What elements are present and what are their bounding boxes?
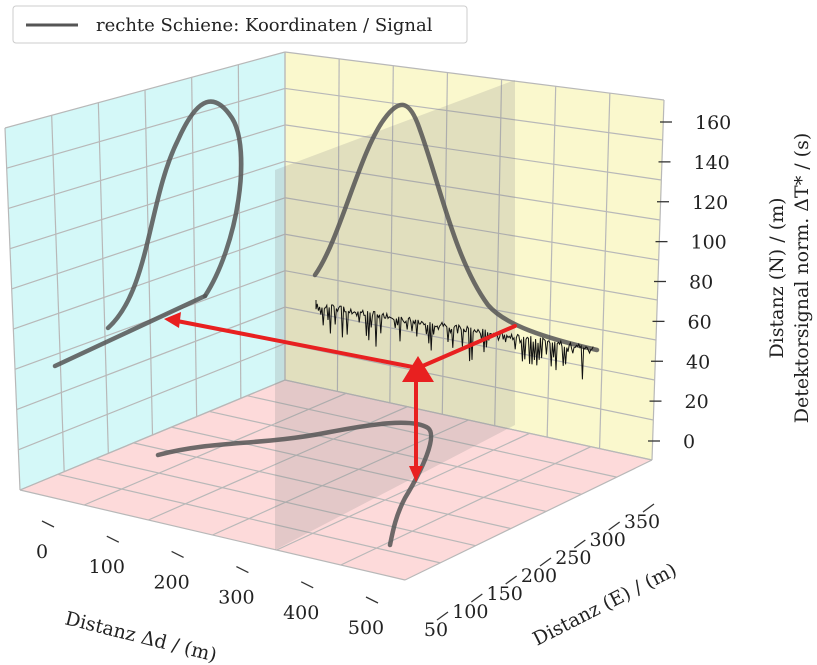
x-tick bbox=[300, 581, 314, 589]
z-axis-label-line2: Detektorsignal norm. ΔT* / (s) bbox=[791, 133, 813, 424]
back-grid-line bbox=[284, 379, 653, 461]
legend-label: rechte Schiene: Koordinaten / Signal bbox=[96, 15, 433, 36]
y-tick bbox=[505, 575, 518, 585]
arrow-to-back bbox=[416, 324, 517, 370]
back-grid-line bbox=[284, 124, 662, 181]
back-grid-line bbox=[284, 87, 663, 141]
back-grid-line bbox=[284, 51, 665, 101]
y-tick bbox=[470, 593, 483, 603]
z-tick-label: 120 bbox=[692, 192, 728, 214]
back-grid-line bbox=[546, 86, 557, 438]
back-grid-line bbox=[284, 160, 661, 221]
back-grid-line bbox=[651, 99, 665, 461]
back-curve bbox=[312, 102, 600, 353]
legend-box bbox=[12, 5, 468, 44]
floor-grid-line bbox=[171, 426, 547, 513]
left-grid-line bbox=[144, 89, 154, 436]
left-grid-line bbox=[97, 102, 109, 454]
left-grid-line bbox=[191, 77, 198, 417]
z-tick-label: 100 bbox=[691, 232, 727, 254]
back-grid-line bbox=[494, 79, 503, 426]
z-axis-label-line1: Distanz (N) / (m) bbox=[766, 197, 788, 358]
z-tick-label: 60 bbox=[688, 311, 712, 333]
y-tick-label: 200 bbox=[521, 565, 557, 587]
floor-grid-line bbox=[212, 419, 469, 536]
back-pane bbox=[285, 52, 664, 460]
left-curve-lower bbox=[52, 293, 208, 369]
left-grid-line bbox=[237, 64, 242, 399]
y-tick-label: 350 bbox=[624, 511, 660, 533]
floor-grid-line bbox=[340, 446, 592, 566]
x-tick bbox=[106, 535, 120, 543]
z-tick-label: 140 bbox=[694, 152, 730, 174]
x-tick bbox=[365, 596, 379, 604]
x-tick-label: 200 bbox=[153, 571, 189, 593]
floor-grid-line bbox=[209, 410, 582, 495]
floor-grid-line bbox=[83, 392, 347, 506]
left-grid-line bbox=[51, 115, 65, 472]
back-grid-line bbox=[284, 342, 654, 421]
y-tick-label: 150 bbox=[487, 583, 523, 605]
z-tick-label: 0 bbox=[683, 431, 695, 453]
y-tick bbox=[539, 557, 552, 567]
floor-curve bbox=[155, 420, 434, 548]
back-grid-line bbox=[284, 270, 657, 341]
x-tick-label: 100 bbox=[89, 556, 125, 578]
position-marker bbox=[402, 356, 434, 382]
y-tick bbox=[642, 503, 655, 513]
x-tick-label: 300 bbox=[218, 587, 254, 609]
floor-grid-line bbox=[133, 442, 511, 530]
z-tick-label: 160 bbox=[695, 112, 731, 134]
x-tick bbox=[236, 566, 249, 574]
y-tick-label: 300 bbox=[590, 529, 626, 551]
x-axis-label: Distanz Δd / (m) bbox=[63, 608, 219, 665]
back-grid-line bbox=[284, 233, 658, 301]
z-tick-label: 20 bbox=[685, 391, 709, 413]
floor-grid-line bbox=[276, 432, 530, 551]
back-grid-line bbox=[598, 93, 611, 449]
y-tick-label: 50 bbox=[424, 619, 448, 641]
z-tick-label: 40 bbox=[686, 351, 710, 373]
x-tick-label: 500 bbox=[348, 617, 384, 639]
floor-grid-line bbox=[19, 489, 406, 581]
left-pane bbox=[5, 52, 285, 490]
y-tick-label: 100 bbox=[452, 601, 488, 623]
legend: rechte Schiene: Koordinaten / Signal bbox=[12, 5, 468, 44]
grid-lines bbox=[4, 51, 665, 581]
left-curve-upper bbox=[105, 99, 244, 331]
y-tick bbox=[608, 521, 621, 531]
arrow-to-left bbox=[170, 318, 420, 370]
x-tick-label: 400 bbox=[283, 602, 319, 624]
y-tick bbox=[436, 611, 449, 621]
x-tick-label: 0 bbox=[36, 541, 48, 563]
floor-grid-line bbox=[57, 473, 441, 564]
y-tick-label: 250 bbox=[555, 547, 591, 569]
floor-grid-line bbox=[95, 457, 476, 547]
detector-signal bbox=[315, 300, 594, 380]
arrow-head-down bbox=[409, 466, 423, 482]
x-tick bbox=[41, 520, 55, 528]
arrow-head-left bbox=[164, 312, 181, 328]
floor-grid-line bbox=[404, 459, 653, 581]
x-tick bbox=[171, 550, 184, 558]
z-tick-label: 80 bbox=[689, 272, 713, 294]
left-grid-line bbox=[4, 127, 21, 491]
back-grid-line bbox=[389, 65, 394, 403]
y-tick bbox=[573, 539, 586, 549]
